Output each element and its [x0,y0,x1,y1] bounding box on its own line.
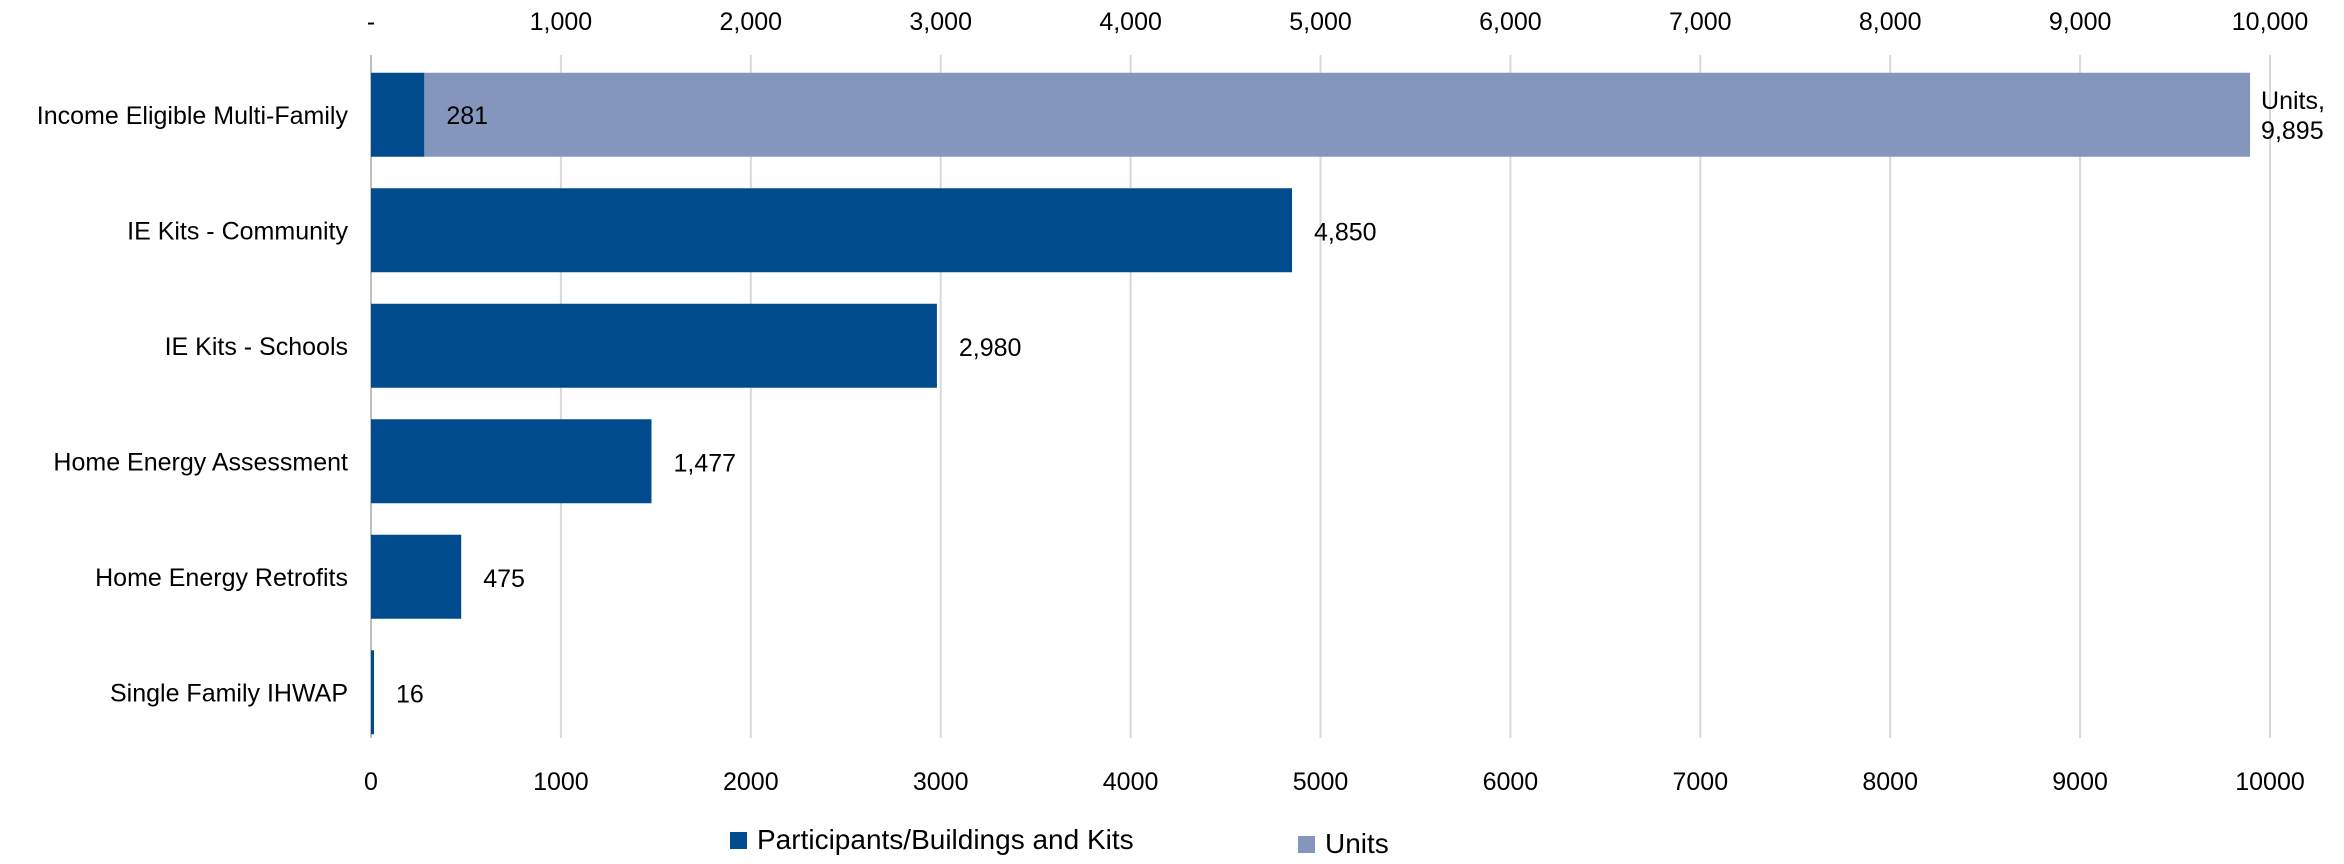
top-axis-tick-label: 9,000 [2049,8,2112,36]
category-label: IE Kits - Schools [165,333,348,361]
legend-label-units: Units [1325,828,1389,859]
bar-participants [371,303,937,388]
top-axis-tick-label: 3,000 [909,8,972,36]
legend-item-units: Units [1298,828,1389,860]
bottom-axis-tick-label: 10000 [2235,768,2305,796]
top-axis-tick-label: 1,000 [530,8,593,36]
bar-participants [371,188,1293,273]
data-label-participants: 475 [483,565,525,593]
bottom-axis-tick-label: 0 [364,768,378,796]
top-axis-tick-label: 10,000 [2232,8,2308,36]
bar-units [424,72,2251,157]
bottom-axis-tick-label: 3000 [913,768,969,796]
top-axis-tick-label: 7,000 [1669,8,1732,36]
top-axis-tick-label: 8,000 [1859,8,1922,36]
top-axis-tick-label: 2,000 [720,8,783,36]
bottom-axis-tick-label: 9000 [2052,768,2108,796]
top-axis-tick-label: 4,000 [1099,8,1162,36]
category-label: Income Eligible Multi-Family [37,102,349,130]
data-label-participants: 2,980 [959,334,1022,362]
data-label-participants: 4,850 [1314,218,1377,246]
bottom-axis-tick-label: 8000 [1862,768,1918,796]
legend-item-participants: Participants/Buildings and Kits [730,824,1134,856]
bottom-axis-tick-label: 1000 [533,768,589,796]
data-label-participants: 16 [396,680,424,708]
data-label-units: Units, [2261,87,2325,115]
legend-label-participants: Participants/Buildings and Kits [757,824,1134,855]
category-label: IE Kits - Community [127,217,348,245]
bottom-axis-tick-label: 4000 [1103,768,1159,796]
bar-participants [371,534,462,619]
bar-participants [371,650,375,735]
bottom-axis-tick-label: 5000 [1293,768,1349,796]
top-axis-tick-label: - [367,8,375,36]
bar-participants [371,419,652,504]
category-label: Home Energy Retrofits [95,564,348,592]
bottom-axis-tick-label: 2000 [723,768,779,796]
legend-swatch-participants [730,831,747,849]
data-label-units: 9,895 [2261,117,2324,145]
category-label: Single Family IHWAP [110,679,348,707]
data-label-participants: 1,477 [673,449,736,477]
category-label: Home Energy Assessment [53,448,348,476]
top-axis-tick-label: 6,000 [1479,8,1542,36]
top-axis-tick-label: 5,000 [1289,8,1352,36]
bar-participants [371,72,425,157]
data-label-participants: 281 [446,102,488,130]
bottom-axis-tick-label: 6000 [1483,768,1539,796]
legend-swatch-units [1298,835,1315,853]
bottom-axis-tick-label: 7000 [1672,768,1728,796]
legend: Participants/Buildings and Kits Units [0,824,2344,864]
